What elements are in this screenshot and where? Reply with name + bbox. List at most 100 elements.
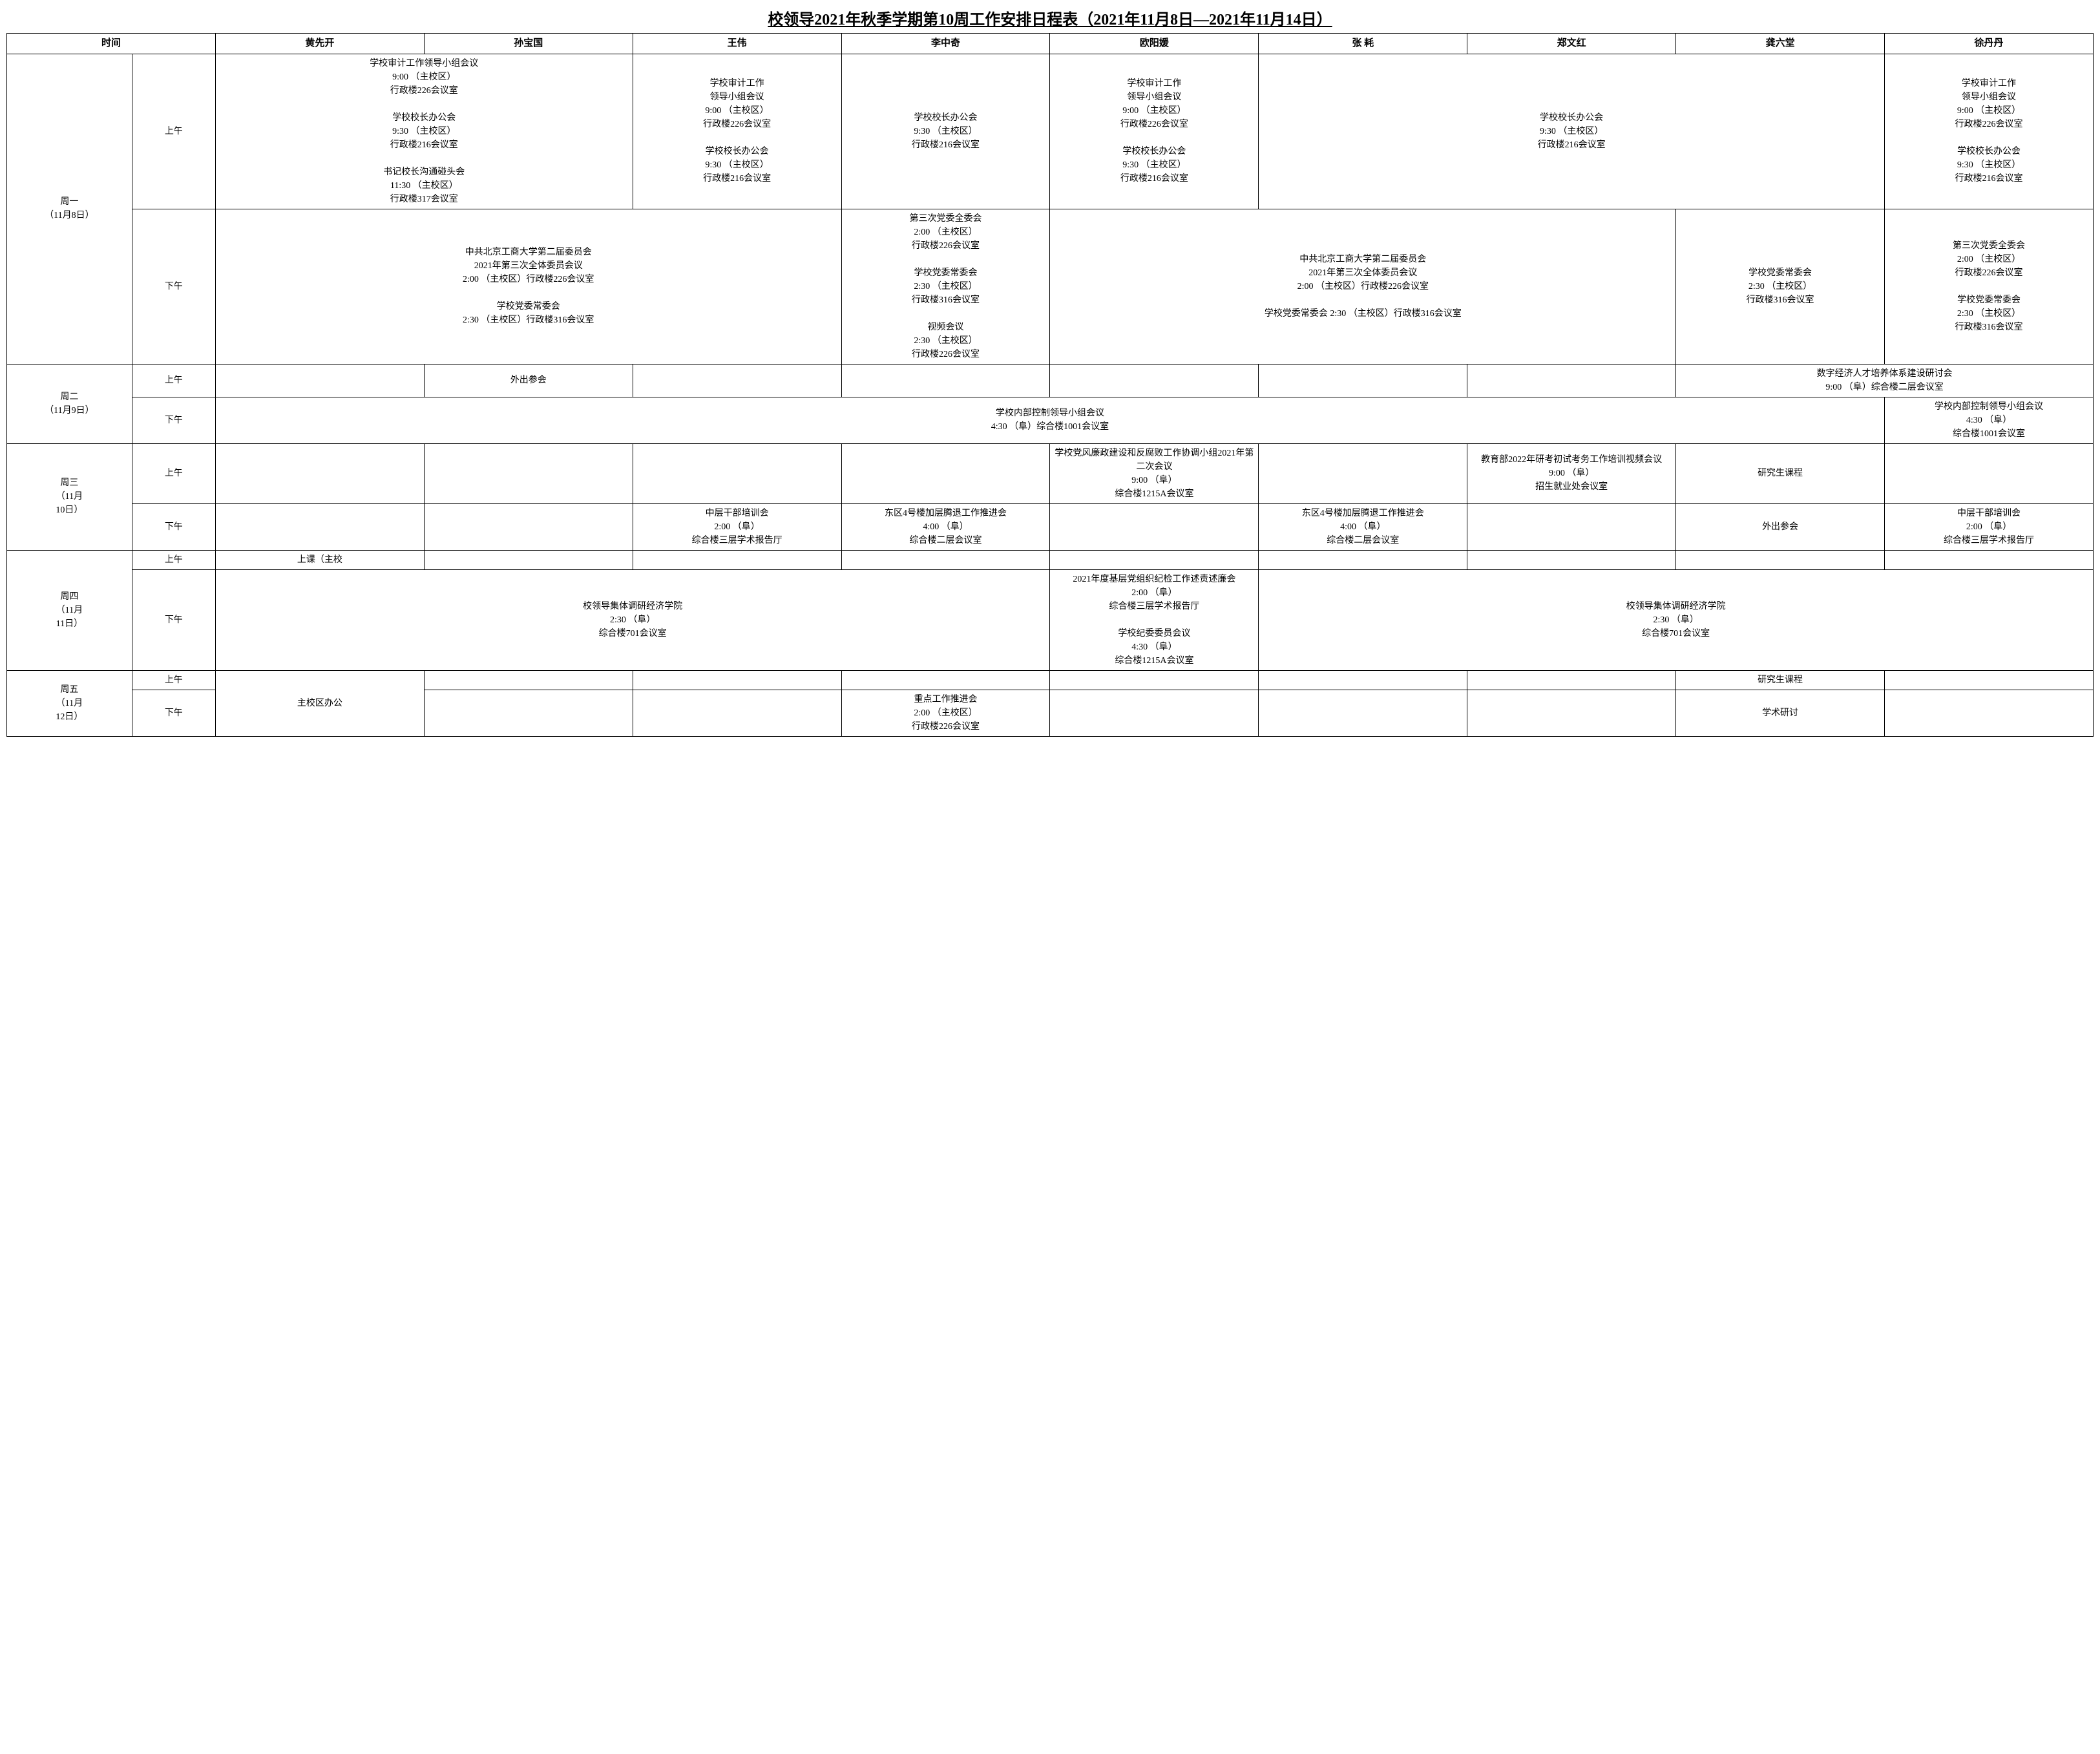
- thu-am-zheng: [1467, 550, 1676, 569]
- tue-pm-xu: 学校内部控制领导小组会议 4:30 （阜） 综合楼1001会议室: [1885, 397, 2094, 443]
- thu-am-huang: 上课（主校: [215, 550, 424, 569]
- mon-am-period: 上午: [132, 54, 215, 209]
- thu-label: 周四 （11月 11日）: [7, 550, 132, 670]
- wed-pm-zheng: [1467, 503, 1676, 550]
- fri-am-zhang: [1259, 670, 1467, 690]
- page-title: 校领导2021年秋季学期第10周工作安排日程表（2021年11月8日—2021年…: [6, 6, 2094, 29]
- wed-am-sun: [424, 443, 633, 503]
- fri-am-row: 周五 （11月 12日） 上午 主校区办公 研究生课程: [7, 670, 2094, 690]
- wed-pm-period: 下午: [132, 503, 215, 550]
- fri-pm-li: 重点工作推进会 2:00 （主校区） 行政楼226会议室: [841, 690, 1050, 736]
- thu-am-li: [841, 550, 1050, 569]
- wed-am-period: 上午: [132, 443, 215, 503]
- fri-am-zheng: [1467, 670, 1676, 690]
- header-person-5: 张 耗: [1259, 34, 1467, 54]
- fri-pm-xu: [1885, 690, 2094, 736]
- fri-pm-gong: 学术研讨: [1676, 690, 1885, 736]
- tue-label: 周二 （11月9日）: [7, 364, 132, 443]
- fri-pm-zheng: [1467, 690, 1676, 736]
- mon-am-row: 周一 （11月8日） 上午 学校审计工作领导小组会议 9:00 （主校区） 行政…: [7, 54, 2094, 209]
- wed-pm-xu: 中层干部培训会 2:00 （阜） 综合楼三层学术报告厅: [1885, 503, 2094, 550]
- mon-pm-ouyang-zhang-zheng: 中共北京工商大学第二届委员会 2021年第三次全体委员会议 2:00 （主校区）…: [1050, 209, 1676, 364]
- tue-am-li: [841, 364, 1050, 397]
- thu-am-row: 周四 （11月 11日） 上午 上课（主校: [7, 550, 2094, 569]
- fri-am-sun: [424, 670, 633, 690]
- tue-am-sun: 外出参会: [424, 364, 633, 397]
- wed-pm-gong: 外出参会: [1676, 503, 1885, 550]
- thu-am-period: 上午: [132, 550, 215, 569]
- wed-pm-zhang: 东区4号楼加层腾退工作推进会 4:00 （阜） 综合楼二层会议室: [1259, 503, 1467, 550]
- fri-am-xu: [1885, 670, 2094, 690]
- tue-am-period: 上午: [132, 364, 215, 397]
- mon-pm-xu: 第三次党委全委会 2:00 （主校区） 行政楼226会议室 学校党委常委会 2:…: [1885, 209, 2094, 364]
- thu-pm-zhang-zheng-gong-xu: 校领导集体调研经济学院 2:30 （阜） 综合楼701会议室: [1259, 569, 2094, 670]
- mon-label: 周一 （11月8日）: [7, 54, 132, 364]
- fri-pm-wang: [633, 690, 841, 736]
- mon-pm-period: 下午: [132, 209, 215, 364]
- wed-pm-wang: 中层干部培训会 2:00 （阜） 综合楼三层学术报告厅: [633, 503, 841, 550]
- header-person-7: 龚六堂: [1676, 34, 1885, 54]
- tue-am-huang: [215, 364, 424, 397]
- fri-am-period: 上午: [132, 670, 215, 690]
- mon-am-xu: 学校审计工作 领导小组会议 9:00 （主校区） 行政楼226会议室 学校校长办…: [1885, 54, 2094, 209]
- header-time: 时间: [7, 34, 216, 54]
- header-person-2: 王伟: [633, 34, 841, 54]
- fri-huang: 主校区办公: [215, 670, 424, 736]
- thu-am-zhang: [1259, 550, 1467, 569]
- fri-label: 周五 （11月 12日）: [7, 670, 132, 736]
- fri-pm-ouyang: [1050, 690, 1259, 736]
- thu-pm-row: 下午 校领导集体调研经济学院 2:30 （阜） 综合楼701会议室 2021年度…: [7, 569, 2094, 670]
- thu-am-sun: [424, 550, 633, 569]
- header-person-1: 孙宝国: [424, 34, 633, 54]
- wed-am-row: 周三 （11月 10日） 上午 学校党风廉政建设和反腐败工作协调小组2021年第…: [7, 443, 2094, 503]
- header-person-6: 郑文红: [1467, 34, 1676, 54]
- tue-pm-period: 下午: [132, 397, 215, 443]
- thu-am-wang: [633, 550, 841, 569]
- wed-am-wang: [633, 443, 841, 503]
- tue-am-wang: [633, 364, 841, 397]
- mon-am-zhang-zheng-gong: 学校校长办公会 9:30 （主校区） 行政楼216会议室: [1259, 54, 1885, 209]
- mon-am-li: 学校校长办公会 9:30 （主校区） 行政楼216会议室: [841, 54, 1050, 209]
- header-row: 时间 黄先开 孙宝国 王伟 李中奇 欧阳媛 张 耗 郑文红 龚六堂 徐丹丹: [7, 34, 2094, 54]
- thu-am-ouyang: [1050, 550, 1259, 569]
- header-person-4: 欧阳媛: [1050, 34, 1259, 54]
- mon-am-huang-sun: 学校审计工作领导小组会议 9:00 （主校区） 行政楼226会议室 学校校长办公…: [215, 54, 633, 209]
- tue-am-zheng: [1467, 364, 1676, 397]
- tue-am-row: 周二 （11月9日） 上午 外出参会 数字经济人才培养体系建设研讨会 9:00 …: [7, 364, 2094, 397]
- mon-am-ouyang: 学校审计工作 领导小组会议 9:00 （主校区） 行政楼226会议室 学校校长办…: [1050, 54, 1259, 209]
- mon-am-wang: 学校审计工作 领导小组会议 9:00 （主校区） 行政楼226会议室 学校校长办…: [633, 54, 841, 209]
- schedule-table: 时间 黄先开 孙宝国 王伟 李中奇 欧阳媛 张 耗 郑文红 龚六堂 徐丹丹 周一…: [6, 33, 2094, 737]
- mon-pm-gong: 学校党委常委会 2:30 （主校区） 行政楼316会议室: [1676, 209, 1885, 364]
- thu-pm-ouyang: 2021年度基层党组织纪检工作述责述廉会 2:00 （阜） 综合楼三层学术报告厅…: [1050, 569, 1259, 670]
- thu-am-gong: [1676, 550, 1885, 569]
- fri-am-li: [841, 670, 1050, 690]
- wed-am-ouyang: 学校党风廉政建设和反腐败工作协调小组2021年第二次会议 9:00 （阜） 综合…: [1050, 443, 1259, 503]
- wed-am-xu: [1885, 443, 2094, 503]
- wed-am-gong: 研究生课程: [1676, 443, 1885, 503]
- mon-pm-huang-sun-wang: 中共北京工商大学第二届委员会 2021年第三次全体委员会议 2:00 （主校区）…: [215, 209, 841, 364]
- tue-am-zhang: [1259, 364, 1467, 397]
- mon-pm-li: 第三次党委全委会 2:00 （主校区） 行政楼226会议室 学校党委常委会 2:…: [841, 209, 1050, 364]
- thu-pm-huang-sun-wang-li: 校领导集体调研经济学院 2:30 （阜） 综合楼701会议室: [215, 569, 1050, 670]
- wed-pm-huang: [215, 503, 424, 550]
- thu-am-xu: [1885, 550, 2094, 569]
- thu-pm-period: 下午: [132, 569, 215, 670]
- wed-am-zheng: 教育部2022年研考初试考务工作培训视频会议 9:00 （阜） 招生就业处会议室: [1467, 443, 1676, 503]
- wed-pm-ouyang: [1050, 503, 1259, 550]
- fri-am-wang: [633, 670, 841, 690]
- tue-pm-all: 学校内部控制领导小组会议 4:30 （阜）综合楼1001会议室: [215, 397, 1884, 443]
- tue-pm-row: 下午 学校内部控制领导小组会议 4:30 （阜）综合楼1001会议室 学校内部控…: [7, 397, 2094, 443]
- fri-am-ouyang: [1050, 670, 1259, 690]
- fri-pm-zhang: [1259, 690, 1467, 736]
- tue-am-gong-xu: 数字经济人才培养体系建设研讨会 9:00 （阜）综合楼二层会议室: [1676, 364, 2094, 397]
- wed-pm-row: 下午 中层干部培训会 2:00 （阜） 综合楼三层学术报告厅 东区4号楼加层腾退…: [7, 503, 2094, 550]
- header-person-8: 徐丹丹: [1885, 34, 2094, 54]
- wed-label: 周三 （11月 10日）: [7, 443, 132, 550]
- fri-pm-sun: [424, 690, 633, 736]
- wed-am-li: [841, 443, 1050, 503]
- tue-am-ouyang: [1050, 364, 1259, 397]
- wed-am-huang: [215, 443, 424, 503]
- wed-pm-li: 东区4号楼加层腾退工作推进会 4:00 （阜） 综合楼二层会议室: [841, 503, 1050, 550]
- header-person-0: 黄先开: [215, 34, 424, 54]
- header-person-3: 李中奇: [841, 34, 1050, 54]
